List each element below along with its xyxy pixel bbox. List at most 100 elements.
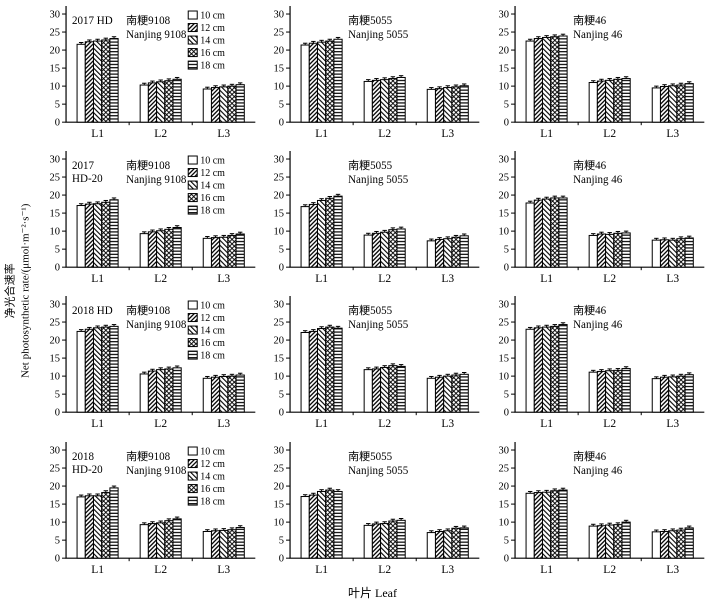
- y-tick-label: 25: [50, 28, 61, 39]
- bar-14cm-L3: [443, 87, 453, 123]
- bar-16cm-L3: [451, 527, 461, 559]
- bar-12cm-L2: [596, 233, 606, 268]
- x-category-label: L1: [316, 564, 329, 576]
- x-category-label: L1: [91, 564, 104, 576]
- legend-label-10cm: 10 cm: [200, 11, 225, 22]
- bar-14cm-L1: [92, 494, 103, 559]
- subplot-year-label-line2: HD-20: [72, 173, 103, 185]
- y-tick-label: 20: [274, 481, 285, 492]
- y-tick-label: 20: [498, 336, 509, 347]
- bar-16cm-L3: [676, 529, 686, 559]
- axis-lines: [514, 151, 704, 268]
- axis-lines: [289, 441, 480, 559]
- bar-14cm-L3: [443, 529, 453, 559]
- bar-12cm-L1: [84, 494, 94, 559]
- legend-swatch-12cm: [187, 23, 198, 33]
- bar-16cm-L2: [164, 519, 174, 559]
- bar-18cm-L3: [235, 233, 245, 268]
- subplot-chart: 0 5 10 15 20 25 30 L1 L2 L3 2017 HD 南粳9108 Nanjing 9…: [50, 6, 256, 140]
- bar-18cm-L1: [109, 326, 119, 414]
- subplot-r1-c0: 0 5 10 15 20 25 30 L1 L2 L3 2017 HD-20 南粳9108 Nanjing…: [36, 147, 260, 292]
- bar-14cm-L2: [156, 369, 166, 414]
- y-tick-label: 25: [498, 463, 509, 474]
- bar-12cm-L2: [147, 82, 158, 123]
- legend-label-16cm: 16 cm: [200, 338, 225, 349]
- y-tick-label: 10: [498, 227, 509, 238]
- legend-swatch-12cm: [187, 458, 198, 468]
- subplot-chart: 0 5 10 15 20 25 30 L1 L2 L3 南粳5055 Nanjing 5055: [274, 6, 480, 140]
- bar-10cm-L3: [427, 378, 437, 414]
- bar-12cm-L3: [210, 529, 221, 559]
- bar-14cm-L3: [219, 529, 229, 559]
- bar-12cm-L2: [596, 524, 606, 559]
- bar-10cm-L1: [76, 205, 86, 268]
- y-tick-label: 15: [50, 64, 61, 75]
- legend-swatch-14cm: [187, 35, 198, 45]
- subplot-year-label: 2018 HD: [72, 305, 113, 317]
- y-tick-label: 10: [498, 517, 509, 528]
- bar-16cm-L1: [325, 198, 335, 268]
- y-tick-label: 25: [274, 28, 285, 39]
- axis-lines: [514, 441, 704, 559]
- x-category-label: L3: [217, 128, 230, 140]
- y-tick-label: 15: [274, 499, 285, 510]
- bar-14cm-L1: [541, 198, 551, 268]
- cultivar-label-en: Nanjing 5055: [348, 319, 409, 331]
- legend-label-12cm: 12 cm: [200, 168, 225, 179]
- x-category-label: L1: [91, 419, 104, 431]
- bar-14cm-L3: [219, 376, 229, 414]
- legend-swatch-10cm: [187, 10, 198, 20]
- bar-10cm-L1: [525, 202, 535, 268]
- bar-14cm-L2: [156, 230, 166, 268]
- legend-label-16cm: 16 cm: [200, 48, 225, 59]
- y-tick-label: 10: [498, 82, 509, 93]
- legend-label-16cm: 16 cm: [200, 484, 225, 495]
- y-tick-label: 10: [274, 372, 285, 383]
- bar-18cm-L2: [396, 519, 407, 559]
- bar-10cm-L1: [300, 332, 311, 414]
- x-category-label: L3: [217, 564, 230, 576]
- y-tick-label: 0: [55, 118, 60, 129]
- bar-10cm-L3: [427, 240, 437, 268]
- cultivar-label-en: Nanjing 9108: [126, 174, 187, 186]
- bar-14cm-L1: [541, 36, 551, 123]
- y-tick-label: 15: [498, 499, 509, 510]
- cultivar-label-cn: 南粳46: [573, 449, 606, 463]
- x-category-label: L3: [666, 273, 679, 285]
- legend-label-14cm: 14 cm: [200, 326, 225, 337]
- bar-12cm-L1: [84, 329, 94, 414]
- cultivar-label-en: Nanjing 46: [573, 319, 623, 331]
- y-tick-label: 5: [55, 535, 60, 546]
- bar-12cm-L1: [533, 38, 543, 123]
- legend-swatch-16cm: [187, 338, 198, 348]
- bar-14cm-L3: [443, 238, 453, 268]
- x-category-label: L3: [442, 419, 455, 431]
- bar-16cm-L2: [612, 523, 623, 559]
- axis-lines: [289, 151, 480, 268]
- x-category-label: L1: [316, 419, 329, 431]
- bar-18cm-L1: [333, 490, 343, 559]
- cultivar-label-cn: 南粳5055: [348, 449, 392, 463]
- bar-18cm-L3: [459, 526, 470, 559]
- legend-label-18cm: 18 cm: [200, 206, 225, 217]
- bar-10cm-L2: [363, 234, 374, 268]
- bar-18cm-L1: [333, 328, 343, 414]
- y-tick-label: 0: [55, 408, 60, 419]
- y-tick-label: 20: [50, 191, 61, 202]
- y-tick-label: 0: [279, 553, 284, 564]
- bar-18cm-L1: [333, 38, 343, 123]
- bar-18cm-L2: [396, 366, 407, 414]
- x-category-label: L2: [154, 419, 167, 431]
- y-tick-label: 5: [503, 100, 508, 111]
- bar-12cm-L1: [84, 203, 94, 268]
- bar-14cm-L2: [156, 81, 166, 123]
- bar-16cm-L2: [388, 365, 398, 414]
- x-category-label: L2: [603, 419, 616, 431]
- bar-12cm-L2: [372, 79, 382, 123]
- subplot-r0-c0: 0 5 10 15 20 25 30 L1 L2 L3 2017 HD 南粳9108 Nanjing 9…: [36, 2, 260, 147]
- axis-lines: [289, 296, 480, 414]
- y-tick-label: 30: [50, 155, 61, 166]
- y-tick-label: 0: [55, 263, 60, 274]
- y-tick-label: 5: [279, 245, 284, 256]
- bar-10cm-L2: [588, 235, 598, 268]
